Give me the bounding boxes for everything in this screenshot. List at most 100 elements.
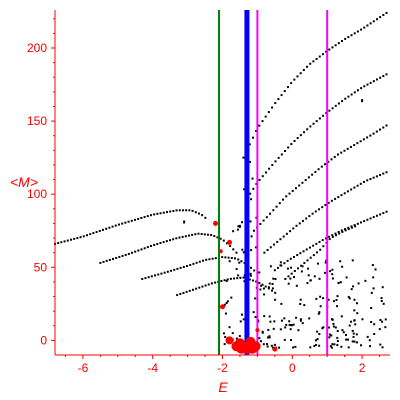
y-axis-label: <M> bbox=[10, 174, 38, 190]
scatter-point bbox=[368, 339, 371, 342]
scatter-point bbox=[316, 262, 319, 265]
curve-point bbox=[202, 259, 205, 262]
curve-point bbox=[188, 209, 191, 212]
curve-point bbox=[293, 270, 296, 273]
curve-point bbox=[297, 267, 300, 270]
curve-point bbox=[360, 87, 363, 90]
curve-point bbox=[360, 28, 363, 31]
scatter-point bbox=[340, 345, 343, 348]
red-point bbox=[225, 336, 234, 345]
curve-point bbox=[305, 217, 308, 220]
scatter-point bbox=[230, 296, 233, 299]
curve-point bbox=[347, 36, 350, 39]
curve-point bbox=[289, 230, 292, 233]
curve-point bbox=[221, 256, 224, 259]
curve-point bbox=[321, 206, 324, 209]
scatter-point bbox=[268, 282, 271, 285]
curve-point bbox=[330, 158, 333, 161]
curve-point bbox=[340, 40, 343, 43]
curve-point bbox=[182, 291, 185, 294]
curve-point bbox=[299, 134, 302, 137]
scatter-point bbox=[279, 261, 282, 264]
curve-point bbox=[282, 198, 285, 201]
scatter-point bbox=[274, 298, 277, 301]
curve-point bbox=[346, 190, 349, 193]
scatter-point bbox=[332, 322, 335, 325]
curve-point bbox=[140, 216, 143, 219]
curve-point bbox=[340, 229, 343, 232]
scatter-point bbox=[373, 323, 376, 326]
curve-point bbox=[178, 209, 181, 212]
scatter-point bbox=[259, 288, 262, 291]
curve-point bbox=[350, 225, 353, 228]
curve-point bbox=[268, 167, 271, 170]
curve-point bbox=[328, 48, 331, 51]
curve-point bbox=[134, 250, 137, 253]
x-tick-label: -6 bbox=[78, 361, 89, 375]
red-point bbox=[272, 346, 278, 352]
curve-point bbox=[175, 209, 178, 212]
scatter-point bbox=[339, 260, 342, 263]
curve-point bbox=[280, 94, 283, 97]
curve-point bbox=[204, 216, 207, 219]
curve-point bbox=[237, 258, 240, 261]
curve-point bbox=[347, 226, 350, 229]
curve-point bbox=[184, 235, 187, 238]
scatter-point bbox=[293, 276, 296, 279]
curve-point bbox=[305, 248, 308, 251]
curve-point bbox=[331, 235, 334, 238]
curve-point bbox=[324, 163, 327, 166]
scatter-point bbox=[294, 345, 297, 348]
curve-point bbox=[350, 93, 353, 96]
curve-point bbox=[344, 228, 347, 231]
scatter-point bbox=[266, 336, 269, 339]
scatter-point bbox=[336, 340, 339, 343]
curve-point bbox=[213, 235, 216, 238]
scatter-point bbox=[352, 335, 355, 338]
curve-point bbox=[294, 187, 297, 190]
curve-point bbox=[224, 256, 227, 259]
scatter-point bbox=[250, 235, 253, 238]
curve-point bbox=[172, 209, 175, 212]
scatter-point bbox=[224, 335, 227, 338]
curve-point bbox=[325, 50, 328, 53]
curve-point bbox=[369, 134, 372, 137]
scatter-point bbox=[366, 335, 369, 338]
curve-point bbox=[79, 236, 82, 239]
curve-point bbox=[89, 233, 92, 236]
scatter-point bbox=[249, 274, 252, 277]
curve-point bbox=[315, 57, 318, 60]
curve-point bbox=[286, 86, 289, 89]
curve-point bbox=[331, 107, 334, 110]
curve-point bbox=[353, 186, 356, 189]
scatter-point bbox=[266, 345, 269, 348]
curve-point bbox=[340, 151, 343, 154]
scatter-point bbox=[331, 343, 334, 346]
curve-point bbox=[353, 144, 356, 147]
curve-point bbox=[150, 275, 153, 278]
curve-point bbox=[176, 267, 179, 270]
curve-point bbox=[141, 277, 144, 280]
scatter-point bbox=[273, 320, 276, 323]
scatter-point bbox=[330, 318, 333, 321]
curve-point bbox=[85, 234, 88, 237]
curve-point bbox=[258, 178, 261, 181]
curve-point bbox=[285, 232, 288, 235]
scatter-point bbox=[334, 326, 337, 329]
curve-point bbox=[301, 219, 304, 222]
curve-point bbox=[363, 220, 366, 223]
curve-point bbox=[296, 75, 299, 78]
curve-point bbox=[369, 22, 372, 25]
curve-point bbox=[175, 237, 178, 240]
curve-point bbox=[337, 42, 340, 45]
scatter-point bbox=[382, 302, 385, 305]
curve-point bbox=[189, 263, 192, 266]
curve-point bbox=[225, 242, 228, 245]
scatter-point bbox=[351, 329, 354, 332]
curve-point bbox=[162, 211, 165, 214]
curve-point bbox=[347, 95, 350, 98]
curve-point bbox=[324, 204, 327, 207]
curve-point bbox=[309, 256, 312, 259]
red-point bbox=[220, 304, 225, 310]
scatter-point bbox=[353, 309, 356, 312]
